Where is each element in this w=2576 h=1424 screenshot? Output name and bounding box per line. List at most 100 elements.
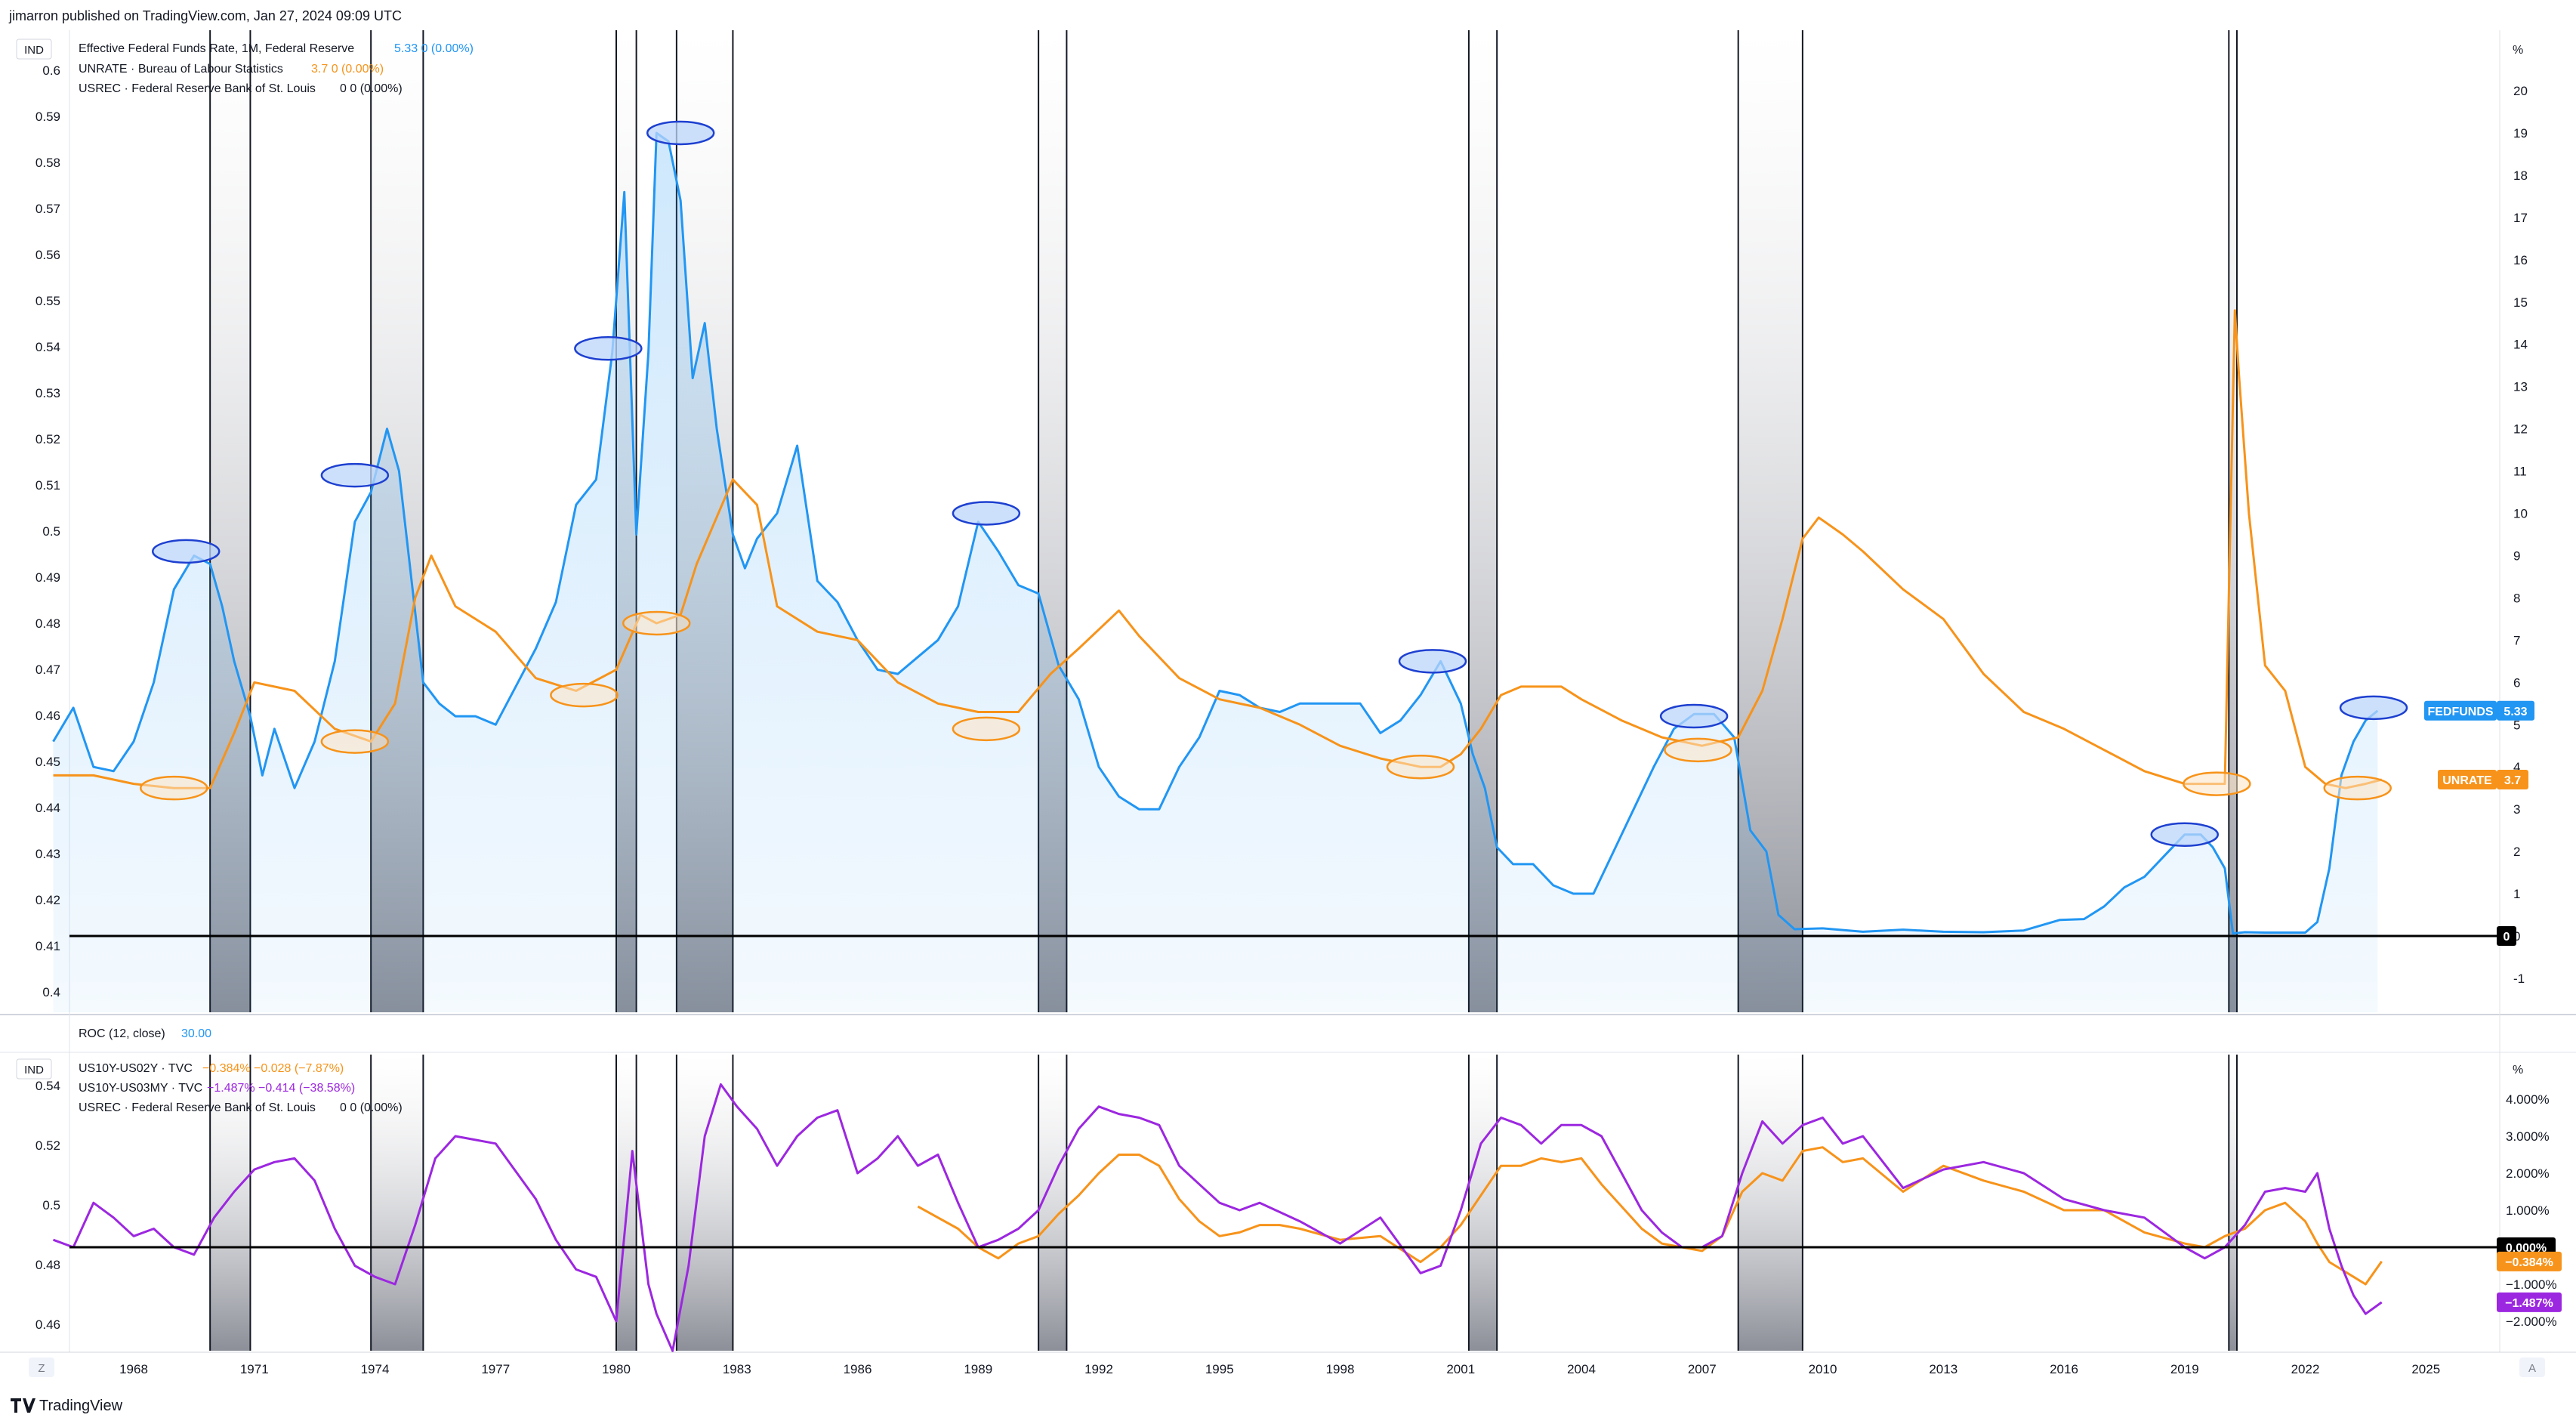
top-right-tick-label: 12 <box>2513 422 2528 437</box>
publisher-caption: jimarron published on TradingView.com, J… <box>8 8 402 23</box>
recession-band <box>676 1055 733 1351</box>
time-axis-tick-label: 1983 <box>723 1362 751 1376</box>
time-axis-tick-label: 2019 <box>2170 1362 2199 1376</box>
tradingview-logo[interactable]: TradingView <box>11 1398 123 1414</box>
legend-us10y-03my-value: −1.487% −0.414 (−38.58%) <box>207 1082 355 1095</box>
us10y-us03my-line[interactable] <box>52 1083 2383 1352</box>
top-ind-button[interactable] <box>16 39 52 60</box>
bottom-zero-badge-text: 0.000% <box>2506 1242 2547 1255</box>
fedfunds-name-badge-text: FEDFUNDS <box>2427 706 2493 718</box>
top-right-tick-label: 13 <box>2513 380 2528 394</box>
bottom-right-tick-label: 1.000% <box>2506 1203 2550 1218</box>
legend-us10y-03my-name[interactable]: US10Y-US03MY · TVC <box>79 1082 202 1095</box>
annotation-ellipses <box>140 120 2408 847</box>
top-right-tick-label: 2 <box>2513 845 2520 859</box>
top-right-tick-label: 7 <box>2513 633 2520 647</box>
top-left-tick-label: 0.51 <box>35 478 60 493</box>
us10y-us02y-line[interactable] <box>917 1146 2383 1286</box>
top-left-tick-label: 0.47 <box>35 663 60 677</box>
legend-fedfunds-name[interactable]: Effective Federal Funds Rate, 1M, Federa… <box>79 42 354 55</box>
trough-ellipse <box>320 729 390 754</box>
top-left-tick-label: 0.56 <box>35 248 60 262</box>
top-right-tick-label: 4 <box>2513 760 2520 774</box>
zoom-left-button[interactable] <box>29 1358 54 1377</box>
time-axis-tick-label: 2004 <box>1567 1362 1596 1376</box>
fedfunds-area <box>53 133 2378 1012</box>
time-axis-tick-label: 2025 <box>2411 1362 2440 1376</box>
time-axis-tick-label: 1977 <box>481 1362 510 1376</box>
top-left-axis[interactable]: 0.6 0.59 0.58 0.57 0.56 0.55 0.54 0.53 0.52 0.51 0… <box>35 63 60 999</box>
trough-ellipse <box>1664 737 1732 763</box>
recession-band <box>2229 30 2237 1012</box>
bottom-ind-label: IND <box>24 1064 44 1076</box>
recession-band <box>2229 1055 2237 1351</box>
top-left-tick-label: 0.6 <box>42 63 60 78</box>
trough-ellipse <box>1386 754 1455 780</box>
recession-band <box>1738 1055 1803 1351</box>
time-axis-tick-label: 1989 <box>964 1362 992 1376</box>
unrate-name-badge <box>2438 769 2497 789</box>
top-left-tick-label: 0.49 <box>35 570 60 585</box>
top-left-tick-label: 0.48 <box>35 616 60 631</box>
top-left-tick-label: 0.4 <box>42 985 60 999</box>
legend-unrate-value: 3.7 0 (0.00%) <box>311 63 384 76</box>
recession-band <box>210 1055 251 1351</box>
top-right-tick-label: 20 <box>2513 84 2528 98</box>
us10y-03my-badge <box>2497 1292 2562 1312</box>
time-axis-tick-label: 1995 <box>1205 1362 1234 1376</box>
auto-scale-button[interactable] <box>2519 1358 2545 1377</box>
trough-ellipse <box>140 775 208 801</box>
top-zero-badge <box>2497 926 2516 946</box>
top-series-layer <box>52 131 2383 1012</box>
top-right-tick-label: 8 <box>2513 591 2520 605</box>
top-right-tick-label: 3 <box>2513 802 2520 817</box>
top-right-tick-label: 0 <box>2513 929 2520 944</box>
top-left-tick-label: 0.5 <box>42 524 60 539</box>
bottom-right-tick-label: 4.000% <box>2506 1092 2550 1107</box>
top-right-tick-label: 14 <box>2513 338 2528 352</box>
bottom-recession-bands <box>209 1055 2238 1351</box>
top-zero-badge-text: 0 <box>2504 931 2510 944</box>
legend-us10y-02y-name[interactable]: US10Y-US02Y · TVC <box>79 1062 193 1075</box>
legend-usrec-bottom-name[interactable]: USREC · Federal Reserve Bank of St. Loui… <box>79 1101 316 1114</box>
top-right-tick-label: 1 <box>2513 887 2520 901</box>
bottom-left-axis[interactable]: 0.54 0.52 0.5 0.48 0.46 <box>35 1079 60 1332</box>
legend-us10y-02y-value: −0.384% −0.028 (−7.87%) <box>202 1062 344 1075</box>
unrate-name-badge-text: UNRATE <box>2442 774 2492 787</box>
bottom-left-tick-label: 0.54 <box>35 1079 60 1093</box>
bottom-left-tick-label: 0.52 <box>35 1138 60 1153</box>
top-left-tick-label: 0.46 <box>35 709 60 723</box>
recession-band <box>1468 1055 1498 1351</box>
time-axis-tick-label: 1980 <box>602 1362 631 1376</box>
legend-unrate-name[interactable]: UNRATE · Bureau of Labour Statistics <box>79 63 283 76</box>
roc-label[interactable]: ROC (12, close) <box>79 1027 165 1040</box>
time-axis-tick-label: 2013 <box>1929 1362 1957 1376</box>
time-axis-tick-label: 1992 <box>1084 1362 1113 1376</box>
top-ind-label: IND <box>24 44 44 57</box>
fedfunds-line[interactable] <box>52 131 2379 935</box>
fedfunds-value-badge-text: 5.33 <box>2504 706 2527 718</box>
unrate-line[interactable] <box>53 309 2383 789</box>
trough-ellipse <box>622 610 691 636</box>
time-axis[interactable]: 1968 1971 1974 1977 1980 1983 1986 1989 1992 1995… <box>119 1362 2440 1376</box>
tradingview-logo-icon <box>11 1398 35 1413</box>
top-right-tick-label: 17 <box>2513 211 2528 225</box>
trough-ellipse <box>550 682 619 708</box>
time-axis-tick-label: 1986 <box>844 1362 872 1376</box>
bottom-left-tick-label: 0.46 <box>35 1317 60 1332</box>
top-left-tick-label: 0.43 <box>35 847 60 861</box>
top-pct-label: % <box>2513 44 2523 57</box>
top-right-tick-label: 19 <box>2513 126 2528 141</box>
top-left-tick-label: 0.57 <box>35 202 60 216</box>
bottom-ind-button[interactable] <box>16 1058 52 1080</box>
bottom-left-tick-label: 0.48 <box>35 1258 60 1272</box>
top-right-tick-label: 5 <box>2513 718 2520 732</box>
time-axis-tick-label: 2016 <box>2050 1362 2078 1376</box>
legend-usrec-name[interactable]: USREC · Federal Reserve Bank of St. Loui… <box>79 82 316 95</box>
time-axis-tick-label: 1968 <box>119 1362 148 1376</box>
top-right-tick-label: 11 <box>2513 465 2527 479</box>
price-badges: FEDFUNDS 5.33 UNRATE 3.7 0 0.000%−0.384% −1.48… <box>2424 700 2562 1312</box>
recession-band <box>371 1055 424 1351</box>
top-right-tick-label: 10 <box>2513 507 2528 521</box>
